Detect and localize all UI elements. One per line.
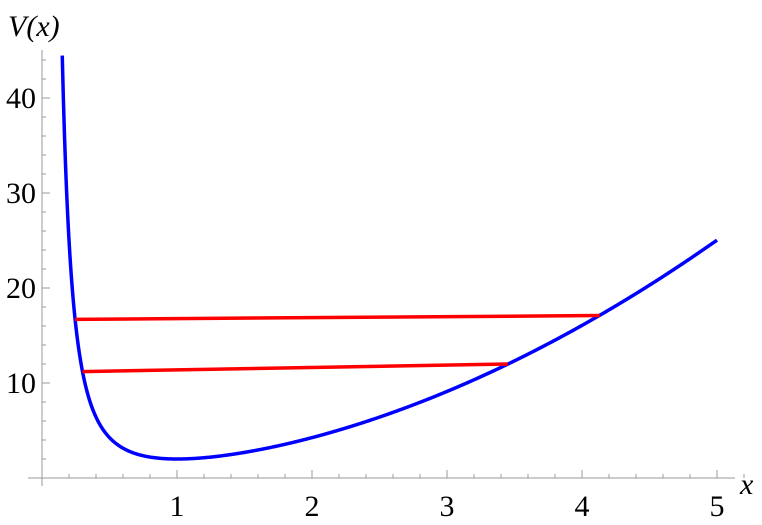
potential-curve (60, 55, 719, 461)
axes (28, 50, 735, 486)
y-tick-label: 30 (6, 177, 36, 210)
energy-level-line (82, 362, 508, 374)
y-tick-label: 40 (6, 82, 36, 115)
ticks: 1 2 3 4 5 10 20 30 40 (6, 59, 745, 523)
energy-levels (75, 313, 600, 374)
x-tick-label: 3 (440, 490, 455, 523)
x-tick-label: 4 (575, 490, 590, 523)
y-tick-label: 10 (6, 367, 36, 400)
x-tick-label: 5 (710, 490, 725, 523)
y-axis-label: V(x) (8, 10, 60, 43)
x-axis-label: x (739, 468, 754, 501)
y-tick-label: 20 (6, 272, 36, 305)
x-tick-label: 2 (305, 490, 320, 523)
energy-level-line (75, 313, 600, 322)
x-tick-label: 1 (170, 490, 185, 523)
